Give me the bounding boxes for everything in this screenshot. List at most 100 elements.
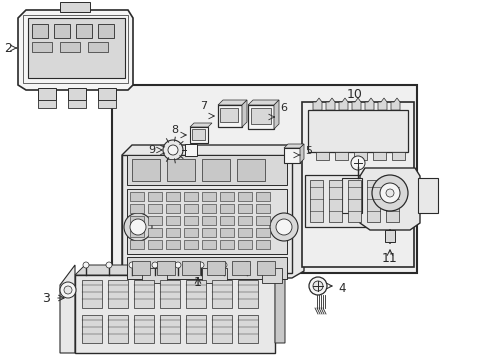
Bar bbox=[142, 268, 167, 283]
Text: 9: 9 bbox=[147, 145, 155, 155]
Bar bbox=[202, 192, 216, 201]
Bar bbox=[130, 228, 143, 237]
Bar bbox=[183, 192, 198, 201]
Polygon shape bbox=[338, 98, 347, 110]
Bar bbox=[212, 280, 231, 308]
Circle shape bbox=[152, 262, 158, 268]
Circle shape bbox=[163, 140, 183, 160]
Bar bbox=[98, 24, 114, 38]
Bar bbox=[238, 216, 251, 225]
Bar bbox=[309, 180, 323, 222]
Bar bbox=[38, 100, 56, 108]
Bar bbox=[160, 315, 180, 343]
Bar bbox=[185, 315, 205, 343]
Polygon shape bbox=[359, 168, 419, 230]
Polygon shape bbox=[284, 144, 304, 148]
Bar bbox=[202, 268, 226, 283]
Polygon shape bbox=[364, 98, 373, 110]
Bar bbox=[315, 152, 328, 160]
Bar bbox=[238, 192, 251, 201]
Bar bbox=[160, 280, 180, 308]
Bar bbox=[417, 178, 437, 213]
Bar bbox=[122, 155, 291, 273]
Bar bbox=[218, 105, 242, 127]
Bar bbox=[32, 24, 48, 38]
Bar bbox=[167, 159, 195, 181]
Bar bbox=[183, 204, 198, 213]
Bar bbox=[127, 189, 286, 254]
Bar bbox=[220, 192, 234, 201]
Bar bbox=[32, 42, 52, 52]
Bar bbox=[206, 261, 224, 275]
Bar bbox=[238, 204, 251, 213]
Bar bbox=[262, 268, 282, 283]
Bar bbox=[284, 148, 299, 163]
Bar bbox=[148, 204, 162, 213]
Polygon shape bbox=[122, 145, 304, 278]
Bar bbox=[28, 18, 125, 78]
Polygon shape bbox=[274, 265, 285, 343]
Bar bbox=[130, 192, 143, 201]
Bar bbox=[82, 280, 102, 308]
Bar bbox=[148, 228, 162, 237]
Bar bbox=[256, 192, 269, 201]
Bar bbox=[182, 261, 200, 275]
Bar bbox=[108, 315, 128, 343]
Text: 3: 3 bbox=[42, 292, 50, 305]
Polygon shape bbox=[325, 98, 334, 110]
Circle shape bbox=[124, 213, 152, 241]
Bar bbox=[60, 2, 90, 12]
Polygon shape bbox=[273, 100, 279, 129]
Bar bbox=[202, 228, 216, 237]
Bar bbox=[256, 228, 269, 237]
Text: 5: 5 bbox=[305, 146, 311, 156]
Bar bbox=[334, 152, 347, 160]
Bar bbox=[75, 275, 274, 353]
Bar bbox=[347, 180, 360, 222]
Bar bbox=[220, 204, 234, 213]
Text: 4: 4 bbox=[337, 282, 345, 294]
Bar bbox=[238, 315, 258, 343]
Circle shape bbox=[83, 262, 89, 268]
Bar bbox=[148, 240, 162, 249]
Bar bbox=[250, 108, 270, 124]
Bar bbox=[384, 230, 394, 242]
Bar bbox=[238, 280, 258, 308]
Bar bbox=[88, 42, 108, 52]
Circle shape bbox=[312, 281, 323, 291]
Circle shape bbox=[308, 277, 326, 295]
Bar bbox=[148, 192, 162, 201]
Bar bbox=[353, 152, 366, 160]
Bar bbox=[328, 180, 341, 222]
Circle shape bbox=[371, 175, 407, 211]
Text: 8: 8 bbox=[170, 125, 178, 135]
Text: 2: 2 bbox=[4, 41, 12, 54]
Text: 1: 1 bbox=[194, 276, 202, 289]
Polygon shape bbox=[218, 100, 246, 105]
Circle shape bbox=[130, 219, 146, 235]
Bar bbox=[157, 261, 175, 275]
Text: 6: 6 bbox=[280, 103, 286, 113]
Text: 7: 7 bbox=[200, 101, 206, 111]
Bar bbox=[231, 261, 249, 275]
Polygon shape bbox=[247, 100, 279, 105]
Circle shape bbox=[350, 156, 364, 170]
Circle shape bbox=[385, 189, 393, 197]
Bar bbox=[192, 129, 204, 140]
Polygon shape bbox=[312, 98, 321, 110]
Bar bbox=[305, 175, 408, 227]
Bar bbox=[165, 228, 180, 237]
Bar bbox=[202, 240, 216, 249]
Circle shape bbox=[379, 183, 399, 203]
Bar bbox=[130, 204, 143, 213]
Bar bbox=[68, 100, 86, 108]
Bar bbox=[220, 240, 234, 249]
Bar bbox=[60, 42, 80, 52]
Bar bbox=[134, 315, 154, 343]
Circle shape bbox=[64, 286, 72, 294]
Bar bbox=[132, 261, 150, 275]
Bar bbox=[202, 216, 216, 225]
Bar bbox=[134, 280, 154, 308]
Bar bbox=[127, 257, 286, 279]
Polygon shape bbox=[299, 144, 304, 163]
